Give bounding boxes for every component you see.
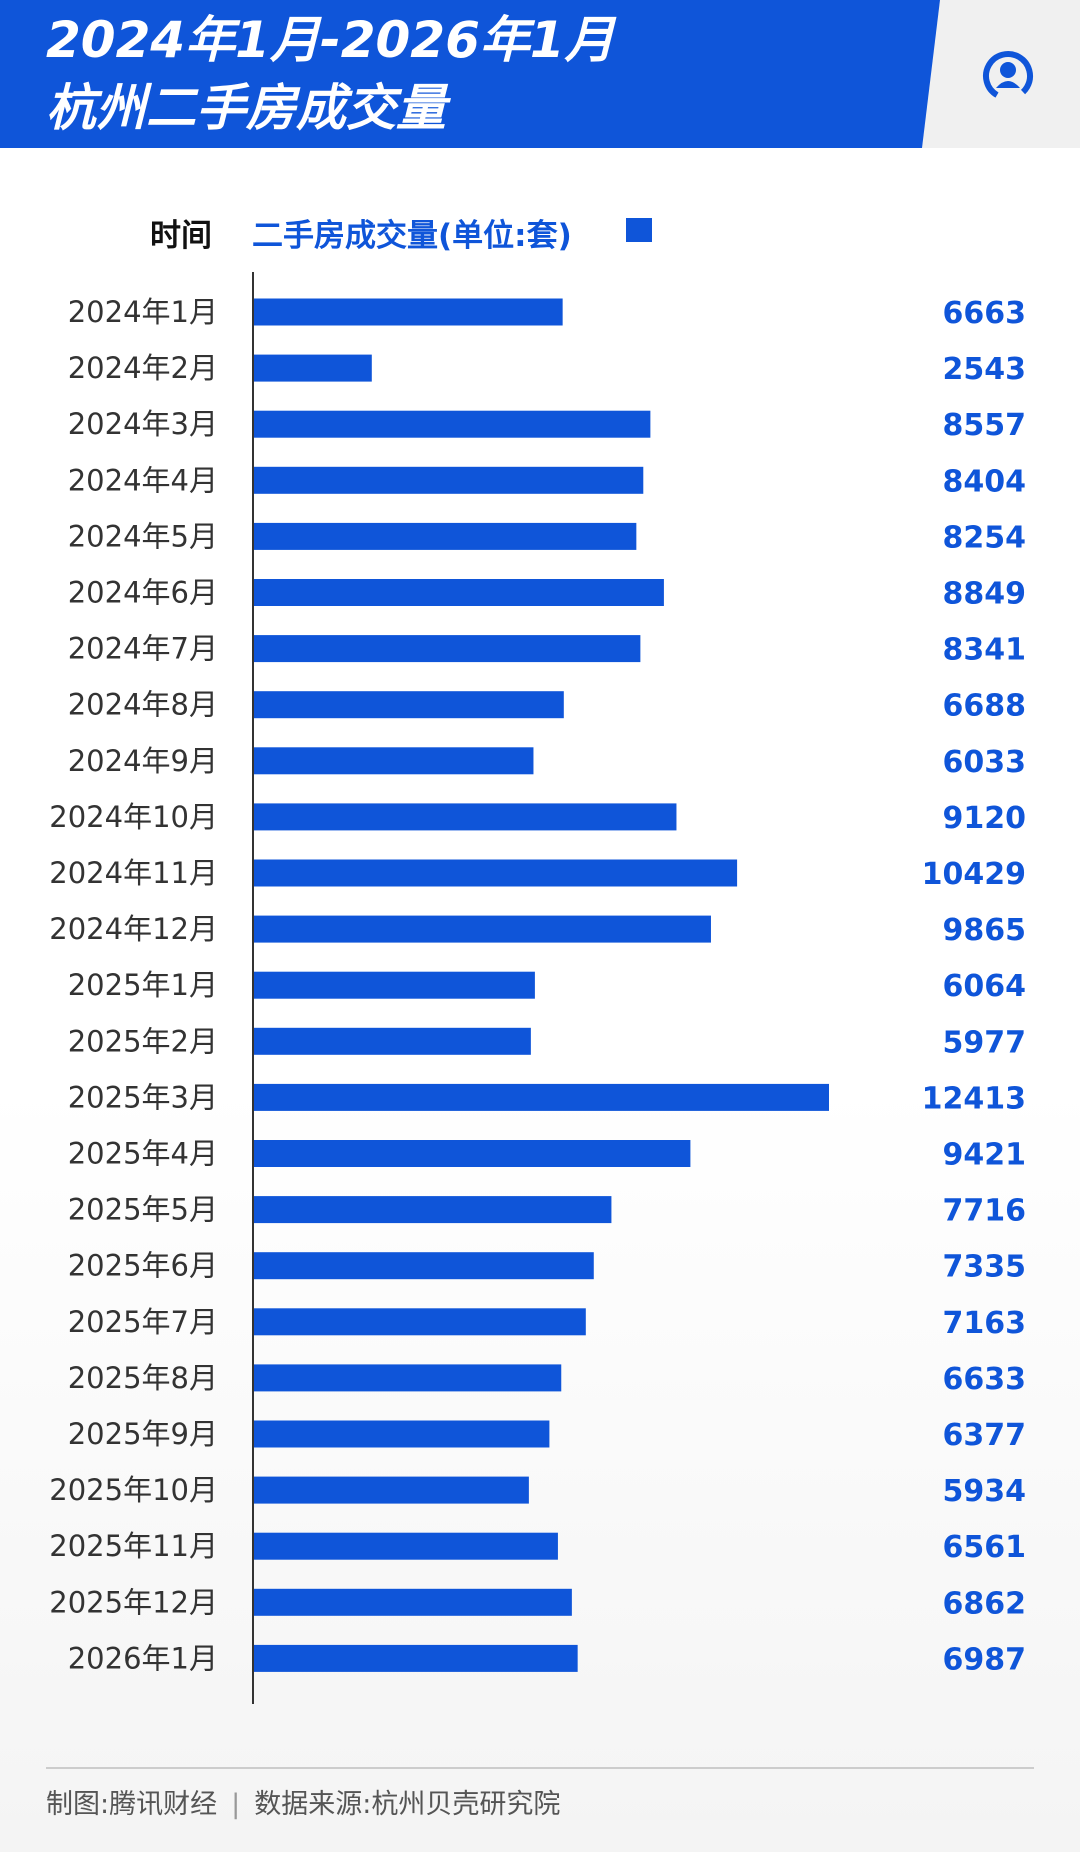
series-column-header: 二手房成交量(单位:套) (252, 218, 572, 254)
bar (254, 1420, 550, 1448)
category-label: 2025年2月 (68, 1024, 218, 1058)
category-label: 2026年1月 (68, 1641, 218, 1675)
data-label: 6633 (943, 1362, 1027, 1397)
data-label: 6862 (943, 1586, 1027, 1621)
y-axis-line (252, 272, 254, 1704)
bar (254, 522, 637, 550)
category-label: 2025年4月 (68, 1137, 218, 1171)
data-label: 6064 (943, 969, 1027, 1004)
category-label: 2025年9月 (68, 1417, 218, 1451)
bar (254, 1532, 558, 1560)
bar (254, 1364, 562, 1392)
chart-title-line-2: 杭州二手房成交量 (46, 79, 446, 137)
data-label: 9865 (943, 913, 1027, 948)
category-label: 2025年5月 (68, 1193, 218, 1227)
category-label: 2025年12月 (49, 1585, 218, 1619)
bar (254, 1644, 578, 1672)
footer-credit: 制图:腾讯财经 (46, 1789, 218, 1820)
data-label: 2543 (943, 352, 1027, 387)
data-label: 9120 (943, 801, 1027, 836)
category-label: 2025年3月 (68, 1080, 218, 1114)
data-label: 8254 (943, 520, 1027, 555)
data-label: 5934 (943, 1474, 1027, 1509)
bar (254, 971, 535, 999)
news-logo-icon (983, 51, 1034, 101)
category-label: 2024年9月 (68, 744, 218, 778)
category-label: 2024年3月 (68, 407, 218, 441)
category-label: 2024年2月 (68, 351, 218, 385)
category-label: 2025年8月 (68, 1361, 218, 1395)
category-label: 2025年7月 (68, 1305, 218, 1339)
bar (254, 1476, 529, 1504)
data-label: 6561 (943, 1530, 1027, 1565)
bar (254, 747, 534, 775)
bar (254, 1083, 829, 1111)
data-label: 12413 (922, 1081, 1026, 1116)
data-label: 6377 (943, 1418, 1027, 1453)
data-label: 6688 (943, 689, 1027, 724)
time-column-header: 时间 (150, 218, 212, 254)
category-label: 2025年1月 (68, 968, 218, 1002)
legend-swatch (626, 218, 652, 242)
data-label: 7335 (943, 1250, 1027, 1285)
category-label: 2025年10月 (49, 1473, 218, 1507)
category-label: 2024年5月 (68, 519, 218, 553)
data-label: 8849 (943, 577, 1027, 612)
bar (254, 466, 644, 494)
category-label: 2024年10月 (49, 800, 218, 834)
bar (254, 1308, 586, 1336)
header-banner: 2024年1月-2026年1月 杭州二手房成交量 (0, 0, 1080, 148)
bar (254, 859, 738, 887)
bar (254, 298, 563, 326)
footer-separator: | (231, 1789, 241, 1820)
category-label: 2024年6月 (68, 576, 218, 610)
data-label: 7716 (943, 1194, 1027, 1229)
data-label: 5977 (943, 1025, 1027, 1060)
category-label: 2024年11月 (49, 856, 218, 890)
bar (254, 1196, 612, 1224)
footer-divider (46, 1767, 1034, 1769)
bar (254, 1027, 531, 1055)
data-label: 6033 (943, 745, 1027, 780)
category-label: 2024年12月 (49, 912, 218, 946)
data-label: 9421 (943, 1138, 1027, 1173)
data-label: 8557 (943, 408, 1027, 443)
bar (254, 354, 372, 382)
footer: 制图:腾讯财经 | 数据来源:杭州贝壳研究院 (46, 1782, 560, 1821)
header-blue-panel (0, 0, 940, 148)
category-label: 2024年1月 (68, 295, 218, 329)
bar (254, 1252, 594, 1280)
bar (254, 803, 677, 831)
bar (254, 1588, 572, 1616)
bar (254, 579, 664, 606)
bar (254, 915, 711, 943)
data-label: 10429 (922, 857, 1026, 892)
bar (254, 410, 651, 438)
bar (254, 1140, 691, 1167)
data-label: 8341 (943, 633, 1027, 668)
category-label: 2025年11月 (49, 1529, 218, 1563)
category-label: 2025年6月 (68, 1249, 218, 1283)
bar (254, 691, 564, 719)
chart-title-line-1: 2024年1月-2026年1月 (46, 11, 615, 69)
bar (254, 635, 641, 663)
data-label: 7163 (943, 1306, 1027, 1341)
footer-source: 数据来源:杭州贝壳研究院 (254, 1789, 561, 1820)
data-label: 6987 (943, 1642, 1027, 1677)
category-label: 2024年4月 (68, 463, 218, 497)
data-label: 8404 (943, 464, 1027, 499)
category-label: 2024年8月 (68, 688, 218, 722)
category-label: 2024年7月 (68, 632, 218, 666)
data-label: 6663 (943, 296, 1027, 331)
